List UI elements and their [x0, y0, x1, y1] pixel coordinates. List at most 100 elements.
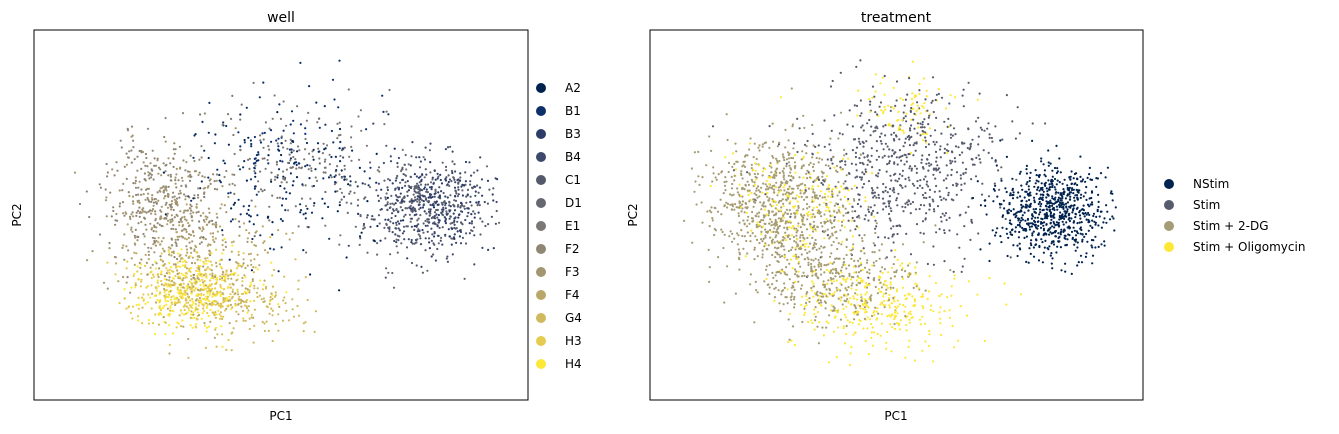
scatter-point: [978, 92, 981, 95]
scatter-point: [457, 216, 460, 219]
scatter-point: [457, 186, 460, 189]
scatter-point: [476, 184, 479, 187]
scatter-point: [860, 176, 864, 179]
scatter-point: [140, 258, 143, 261]
scatter-point: [377, 199, 380, 202]
scatter-point: [1052, 243, 1056, 246]
scatter-point: [811, 227, 815, 231]
scatter-point: [211, 235, 214, 238]
scatter-point: [900, 268, 904, 271]
scatter-point: [407, 238, 410, 241]
scatter-point: [451, 160, 454, 163]
scatter-point: [842, 327, 845, 330]
scatter-point: [949, 94, 952, 97]
scatter-point: [202, 309, 206, 312]
scatter-point: [426, 191, 429, 194]
scatter-point: [442, 191, 445, 195]
scatter-point: [803, 274, 806, 277]
scatter-point: [896, 224, 899, 227]
scatter-point: [163, 135, 166, 139]
scatter-point: [690, 167, 694, 170]
scatter-point: [1037, 202, 1040, 206]
scatter-point: [973, 163, 976, 166]
scatter-point: [440, 211, 443, 214]
scatter-point: [214, 224, 217, 227]
scatter-point: [824, 293, 827, 296]
scatter-point: [871, 85, 875, 88]
scatter-point: [258, 294, 261, 297]
scatter-point: [794, 154, 797, 157]
scatter-point: [789, 296, 792, 299]
scatter-point: [433, 214, 436, 218]
scatter-point: [244, 266, 247, 270]
scatter-point: [809, 222, 812, 225]
scatter-point: [167, 246, 170, 249]
scatter-point: [266, 158, 269, 162]
scatter-point: [453, 226, 456, 230]
scatter-point: [214, 282, 217, 286]
scatter-point: [216, 216, 219, 219]
scatter-point: [274, 175, 277, 178]
scatter-point: [897, 192, 900, 195]
scatter-point: [213, 142, 216, 145]
scatter-point: [985, 213, 988, 216]
scatter-point: [415, 264, 418, 267]
scatter-point: [155, 262, 158, 265]
scatter-point: [759, 190, 762, 193]
scatter-point: [339, 140, 342, 144]
scatter-point: [238, 220, 241, 223]
scatter-point: [150, 168, 153, 171]
legend-marker: [536, 244, 546, 254]
scatter-point: [306, 164, 309, 167]
scatter-point: [340, 169, 343, 172]
scatter-point: [400, 200, 403, 203]
scatter-point: [449, 145, 452, 148]
scatter-point: [401, 209, 404, 212]
scatter-point: [1029, 191, 1032, 194]
scatter-point: [343, 175, 346, 178]
scatter-point: [1072, 192, 1075, 195]
scatter-point: [1088, 166, 1091, 169]
scatter-point: [200, 145, 203, 148]
scatter-point: [283, 275, 286, 278]
scatter-point: [160, 252, 163, 255]
scatter-point: [934, 98, 937, 102]
scatter-point: [404, 213, 407, 216]
scatter-point: [288, 192, 291, 195]
scatter-point: [281, 197, 284, 200]
scatter-point: [724, 189, 727, 192]
scatter-point: [840, 271, 843, 274]
scatter-point: [805, 196, 808, 199]
scatter-point: [180, 272, 183, 275]
scatter-point: [799, 236, 802, 239]
scatter-point: [376, 242, 379, 245]
scatter-point: [318, 126, 321, 129]
scatter-point: [205, 306, 208, 309]
scatter-point: [855, 279, 859, 282]
scatter-point: [875, 196, 878, 199]
scatter-point: [446, 255, 449, 258]
scatter-point: [876, 186, 879, 189]
scatter-point: [783, 189, 786, 192]
scatter-point: [792, 281, 795, 284]
scatter-point: [942, 197, 945, 200]
scatter-point: [1082, 212, 1085, 216]
scatter-point: [148, 296, 152, 299]
scatter-point: [846, 298, 849, 301]
scatter-point: [193, 262, 197, 265]
scatter-point: [341, 147, 344, 150]
scatter-point: [338, 243, 341, 246]
scatter-point: [782, 155, 785, 158]
scatter-point: [904, 153, 907, 157]
scatter-point: [170, 289, 173, 292]
scatter-point: [285, 168, 288, 171]
scatter-point: [130, 149, 133, 152]
scatter-point: [928, 275, 931, 278]
scatter-point: [1025, 168, 1028, 171]
scatter-point: [123, 297, 126, 300]
scatter-point: [434, 192, 437, 195]
scatter-point: [198, 297, 201, 300]
scatter-point: [237, 250, 240, 253]
scatter-point: [403, 200, 406, 203]
scatter-point: [375, 189, 378, 192]
